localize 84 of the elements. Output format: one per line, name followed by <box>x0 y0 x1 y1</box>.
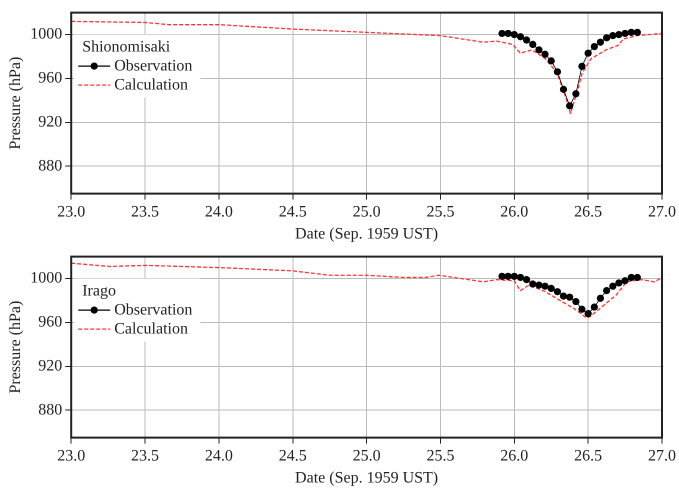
legend-label: Observation <box>114 57 192 74</box>
point <box>590 43 598 50</box>
point <box>609 32 616 40</box>
point <box>609 282 616 290</box>
point <box>548 284 555 292</box>
x-axis-title: Date (Sep. 1959 UST) <box>295 470 438 487</box>
y-tick-label: 920 <box>38 114 62 130</box>
point <box>572 90 580 98</box>
x-tick-label: 27.0 <box>648 203 676 220</box>
point <box>529 40 536 48</box>
line-series <box>71 20 662 114</box>
point <box>634 274 641 282</box>
point <box>578 62 586 70</box>
point <box>510 272 518 280</box>
point <box>522 276 530 284</box>
point <box>504 272 512 280</box>
x-tick-label: 24.5 <box>278 203 307 220</box>
point <box>566 102 574 110</box>
y-tick-label: 880 <box>38 157 62 174</box>
point <box>603 287 610 294</box>
point <box>566 294 574 301</box>
y-tick-label: 920 <box>38 358 62 374</box>
point <box>621 277 629 284</box>
x-tick-label: 26.0 <box>500 447 528 464</box>
legend-title: Irago <box>82 282 116 300</box>
point <box>548 57 555 64</box>
point <box>522 36 530 44</box>
point <box>498 272 506 280</box>
point <box>535 46 543 54</box>
legend-label: Calculation <box>114 320 188 338</box>
x-tick-label: 26.5 <box>574 203 602 220</box>
x-tick-label: 25.0 <box>352 447 381 464</box>
point <box>554 288 562 296</box>
point <box>554 68 562 76</box>
x-tick-label: 24.0 <box>204 203 233 220</box>
x-tick-label: 23.5 <box>131 447 160 464</box>
point <box>560 292 568 300</box>
point <box>510 30 518 38</box>
x-tick-label: 26.0 <box>500 203 528 220</box>
point <box>603 34 610 42</box>
point <box>584 310 592 318</box>
y-tick-label: 960 <box>38 314 62 331</box>
y-axis-title: Pressure (hPa) <box>6 56 24 150</box>
point <box>578 306 586 313</box>
point <box>584 50 592 57</box>
point <box>516 274 524 282</box>
y-tick-label: 1000 <box>30 270 62 287</box>
legend-title: Shionomisaki <box>82 38 171 56</box>
legend-label: Calculation <box>114 76 188 94</box>
point <box>621 30 629 38</box>
x-tick-label: 27.0 <box>648 447 676 464</box>
y-tick-label: 1000 <box>30 26 62 43</box>
x-tick-label: 25.5 <box>426 203 454 220</box>
point <box>535 282 543 289</box>
x-axis-title: Date (Sep. 1959 UST) <box>295 226 438 243</box>
x-tick-label: 24.5 <box>278 447 307 464</box>
x-tick-label: 23.0 <box>57 447 86 464</box>
x-tick-label: 25.5 <box>426 447 454 464</box>
point <box>516 33 524 40</box>
point <box>596 294 604 302</box>
point <box>596 38 604 46</box>
y-axis-title: Pressure (hPa) <box>6 300 24 394</box>
point <box>628 274 635 282</box>
y-tick-label: 880 <box>38 401 62 418</box>
point <box>498 30 506 38</box>
point <box>615 279 622 287</box>
x-tick-label: 23.5 <box>131 203 160 220</box>
y-tick-label: 960 <box>38 70 62 87</box>
point <box>541 282 549 290</box>
point <box>560 86 568 93</box>
x-tick-label: 26.5 <box>574 447 602 464</box>
point <box>572 298 580 306</box>
point <box>634 28 641 36</box>
legend-label: Observation <box>114 301 192 318</box>
point <box>590 303 598 311</box>
x-tick-label: 23.0 <box>57 203 86 220</box>
x-tick-label: 24.0 <box>204 447 233 464</box>
point <box>628 28 635 36</box>
point <box>541 50 549 58</box>
x-tick-label: 25.0 <box>352 203 381 220</box>
point <box>529 280 536 288</box>
point <box>615 30 622 38</box>
point <box>504 30 512 38</box>
line-series <box>71 262 662 319</box>
